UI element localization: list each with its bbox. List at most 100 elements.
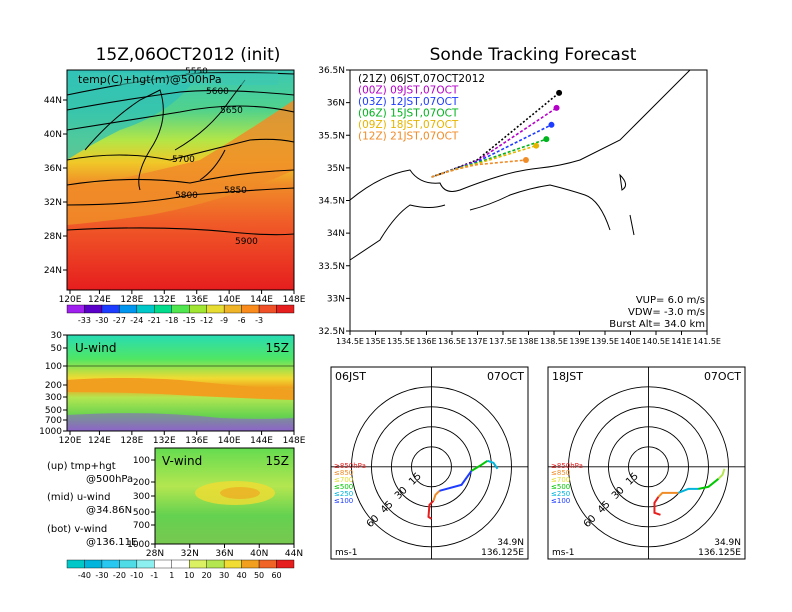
hodograph-trace	[439, 470, 473, 492]
hodograph-legend-entry: ≤700	[334, 476, 353, 484]
track-x-tick-label: 139.5E	[591, 337, 619, 346]
map-y-tick-label: 24N	[44, 266, 62, 276]
colorbar-label: -27	[113, 316, 126, 325]
map-label-bg	[78, 73, 278, 85]
track-x-tick-label: 135.5E	[387, 337, 415, 346]
wind-colorbar-swatch	[189, 559, 207, 569]
wind-colorbar-swatch	[101, 559, 120, 569]
wind-colorbar-label: 40	[237, 571, 247, 580]
vwind-y-tick-label: 200	[133, 478, 150, 488]
contour-label: 5550	[185, 67, 208, 77]
map-x-ticks: 120E 124E 128E 132E 136E 140E 144E 148E	[59, 290, 306, 305]
track-x-tick-label: 139E	[569, 337, 589, 346]
uwind-y-tick-label: 700	[45, 416, 62, 426]
wind-colorbar-swatch	[66, 559, 85, 569]
right-title: Sonde Tracking Forecast	[430, 45, 637, 65]
hodograph-legend-entry: ≤500	[551, 483, 570, 491]
wind-colorbar-label: 10	[184, 571, 194, 580]
wind-colorbar-swatch	[258, 559, 277, 569]
wind-colorbar-label: 50	[254, 571, 264, 580]
track-frame	[349, 69, 708, 332]
colorbar-swatch	[84, 304, 103, 314]
wind-colorbar-swatch	[84, 559, 103, 569]
map-y-tick-label: 32N	[44, 198, 62, 208]
colorbar-swatch	[101, 304, 120, 314]
contour-label: 5700	[172, 155, 195, 165]
track-x-tick-label: 140E	[620, 337, 640, 346]
map-x-tick-label: 148E	[283, 295, 306, 305]
vwind-time: 15Z	[266, 454, 290, 468]
temperature-colorbar: -33 -30 -27 -24 -21 -18 -15 -12 -9 -6 -3	[66, 304, 295, 325]
contour-label: 5600	[206, 87, 229, 97]
track-y-tick-label: 32.5N	[318, 327, 345, 337]
map-y-tick-label: 40N	[44, 130, 62, 140]
uwind-y-tick-label: 500	[45, 406, 62, 416]
hodograph-loc-lon: 136.125E	[698, 548, 741, 558]
uwind-y-tick-label: 200	[45, 381, 62, 391]
uwind-time: 15Z	[266, 341, 290, 355]
uwind-x-tick-label: 140E	[218, 436, 241, 446]
map-x-tick-label: 132E	[153, 295, 176, 305]
uwind-jet-core	[67, 378, 294, 400]
wind-colorbar-label: 30	[219, 571, 229, 580]
track-y-tick-label: 36.5N	[318, 66, 345, 76]
contour-label: 5900	[235, 237, 258, 247]
hodograph-trace	[427, 500, 435, 520]
uwind-x-tick-label: 132E	[153, 436, 176, 446]
coastline	[349, 69, 691, 261]
sonde-track-endpoint	[533, 142, 540, 149]
uwind-x-ticks: 120E 124E 128E 132E 136E 140E 144E 148E	[59, 431, 306, 446]
wind-colorbar-label: -40	[78, 571, 91, 580]
track-y-tick-label: 36N	[327, 99, 345, 109]
map-x-tick-label: 140E	[218, 295, 241, 305]
track-x-tick-label: 141.5E	[693, 337, 721, 346]
uwind-y-tick-label: 30	[51, 331, 63, 341]
sonde-track-endpoint	[548, 121, 555, 128]
sonde-track-endpoint	[553, 104, 560, 111]
map-warm-tongue	[67, 100, 294, 225]
track-params: VUP= 6.0 m/s VDW= -3.0 m/s Burst Alt= 34…	[609, 295, 705, 330]
track-x-tick-label: 141E	[671, 337, 691, 346]
hodograph-unit: ms-1	[552, 548, 574, 558]
track-legend-entry: (21Z) 06JST,07OCT2012	[358, 73, 485, 85]
hodograph-legend-entry: ≥850hPa	[551, 462, 583, 470]
colorbar-swatch	[136, 304, 155, 314]
uwind-lower-band	[67, 413, 294, 431]
map-contour-labels: 5550 5600 5650 5700 5800 5850 5900	[172, 67, 258, 247]
vwind-y-tick-label: 500	[133, 508, 150, 518]
vwind-x-tick-label: 40N	[250, 549, 268, 559]
hodograph-legend-entry: ≤250	[551, 490, 570, 498]
legend-up2: @500hPa	[86, 474, 133, 485]
map-x-tick-label: 120E	[59, 295, 82, 305]
colorbar-label: -6	[238, 316, 246, 325]
uwind-frame	[66, 334, 295, 432]
track-x-tick-label: 136.5E	[438, 337, 466, 346]
uwind-y-tick-label: 300	[45, 393, 62, 403]
vwind-panel: V-wind 15Z 100 200 300 500 700 1000 28N 32N 36N…	[127, 447, 303, 559]
track-x-tick-label: 137E	[467, 337, 487, 346]
colorbar-swatch	[206, 304, 225, 314]
hodograph-trace	[487, 459, 499, 470]
track-x-tick-label: 140.5E	[642, 337, 670, 346]
colorbar-swatch	[276, 304, 295, 314]
hodograph-legend-entry: ≥850hPa	[334, 462, 366, 470]
contour-label: 5850	[224, 186, 247, 196]
uwind-x-tick-label: 128E	[120, 436, 143, 446]
legend-mid2: @34.86N	[86, 505, 132, 516]
legend-bot2: @136.11E	[86, 537, 137, 548]
track-x-tick-label: 136E	[416, 337, 436, 346]
vwind-core-inner	[220, 487, 260, 499]
vwind-title: V-wind	[162, 454, 202, 468]
wind-colorbar-swatch	[223, 559, 242, 569]
sonde-tracks	[431, 89, 563, 178]
legend-mid: (mid) u-wind	[47, 492, 110, 503]
hodograph-trace	[698, 478, 720, 490]
hodograph-time: 18JST	[552, 370, 583, 383]
map-frame	[66, 69, 295, 291]
uwind-y-tick-label: 100	[45, 362, 62, 372]
wind-colorbar-label: -20	[113, 571, 126, 580]
hodograph-trace	[678, 487, 699, 494]
